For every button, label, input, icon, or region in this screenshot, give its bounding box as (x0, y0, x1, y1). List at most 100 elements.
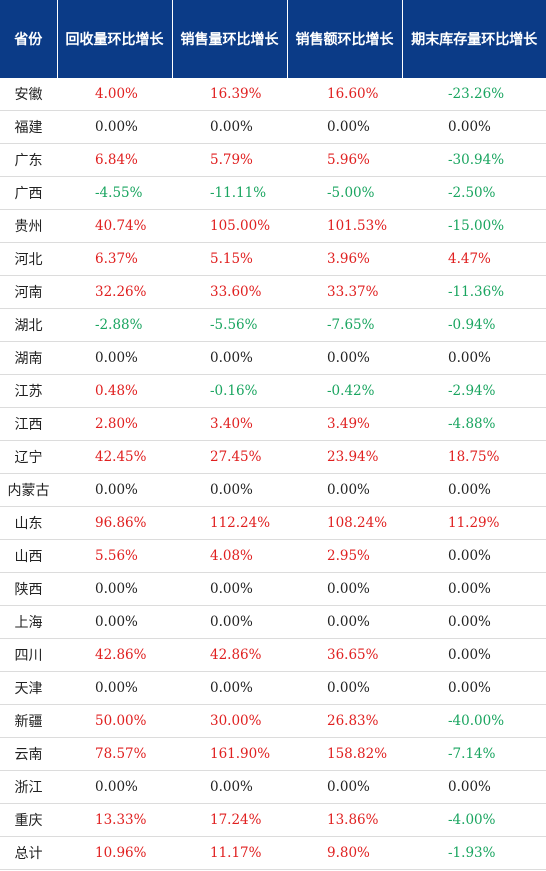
inventory-growth-cell: 0.00% (402, 110, 546, 144)
inventory-growth-cell: 0.00% (402, 539, 546, 573)
sales-amount-growth-cell: 0.00% (287, 341, 402, 375)
sales-amount-growth-cell: 16.60% (287, 78, 402, 111)
sales-amount-growth-cell: 158.82% (287, 737, 402, 771)
inventory-growth-cell: 0.00% (402, 341, 546, 375)
sales-amount-growth-cell: 26.83% (287, 704, 402, 738)
recovery-growth-cell: 42.86% (57, 638, 172, 672)
inventory-growth-cell: -23.26% (402, 78, 546, 111)
recovery-growth-cell: -2.88% (57, 308, 172, 342)
sales-amount-growth-cell: 9.80% (287, 836, 402, 870)
recovery-growth-cell: 2.80% (57, 407, 172, 441)
table-row: 四川 42.86% 42.86% 36.65% 0.00% (0, 638, 546, 672)
sales-amount-growth-cell: 3.49% (287, 407, 402, 441)
recovery-growth-cell: 78.57% (57, 737, 172, 771)
province-cell: 陕西 (0, 572, 57, 606)
header-sales-amount-growth: 销售额环比增长 (287, 0, 403, 78)
province-cell: 河南 (0, 275, 57, 309)
sales-volume-growth-cell: 5.79% (172, 143, 287, 177)
sales-volume-growth-cell: 0.00% (172, 473, 287, 507)
table-row: 安徽 4.00% 16.39% 16.60% -23.26% (0, 78, 546, 111)
sales-volume-growth-cell: 27.45% (172, 440, 287, 474)
sales-amount-growth-cell: 0.00% (287, 572, 402, 606)
recovery-growth-cell: 42.45% (57, 440, 172, 474)
header-inventory-growth: 期末库存量环比增长 (402, 0, 546, 78)
table-row: 云南 78.57% 161.90% 158.82% -7.14% (0, 737, 546, 771)
inventory-growth-cell: 0.00% (402, 770, 546, 804)
sales-amount-growth-cell: 23.94% (287, 440, 402, 474)
sales-volume-growth-cell: 16.39% (172, 78, 287, 111)
sales-volume-growth-cell: 112.24% (172, 506, 287, 540)
sales-amount-growth-cell: 0.00% (287, 671, 402, 705)
recovery-growth-cell: 13.33% (57, 803, 172, 837)
sales-volume-growth-cell: 4.08% (172, 539, 287, 573)
inventory-growth-cell: -1.93% (402, 836, 546, 870)
sales-amount-growth-cell: 33.37% (287, 275, 402, 309)
recovery-growth-cell: 4.00% (57, 78, 172, 111)
province-cell: 江西 (0, 407, 57, 441)
recovery-growth-cell: 32.26% (57, 275, 172, 309)
inventory-growth-cell: -11.36% (402, 275, 546, 309)
sales-volume-growth-cell: 5.15% (172, 242, 287, 276)
sales-volume-growth-cell: 0.00% (172, 572, 287, 606)
inventory-growth-cell: -4.00% (402, 803, 546, 837)
province-cell: 辽宁 (0, 440, 57, 474)
inventory-growth-cell: -7.14% (402, 737, 546, 771)
table-row: 新疆 50.00% 30.00% 26.83% -40.00% (0, 704, 546, 738)
table-row: 广东 6.84% 5.79% 5.96% -30.94% (0, 143, 546, 177)
province-cell: 天津 (0, 671, 57, 705)
recovery-growth-cell: 6.37% (57, 242, 172, 276)
table-row: 山东 96.86% 112.24% 108.24% 11.29% (0, 506, 546, 540)
sales-volume-growth-cell: 0.00% (172, 341, 287, 375)
sales-volume-growth-cell: 0.00% (172, 110, 287, 144)
sales-amount-growth-cell: -7.65% (287, 308, 402, 342)
inventory-growth-cell: -30.94% (402, 143, 546, 177)
table-row: 湖南 0.00% 0.00% 0.00% 0.00% (0, 341, 546, 375)
recovery-growth-cell: 50.00% (57, 704, 172, 738)
table-header: 省份 回收量环比增长 销售量环比增长 销售额环比增长 期末库存量环比增长 (0, 0, 546, 78)
table-row: 福建 0.00% 0.00% 0.00% 0.00% (0, 110, 546, 144)
table-row: 陕西 0.00% 0.00% 0.00% 0.00% (0, 572, 546, 606)
sales-volume-growth-cell: 0.00% (172, 770, 287, 804)
sales-amount-growth-cell: -0.42% (287, 374, 402, 408)
table-row: 山西 5.56% 4.08% 2.95% 0.00% (0, 539, 546, 573)
sales-volume-growth-cell: 30.00% (172, 704, 287, 738)
province-cell: 福建 (0, 110, 57, 144)
recovery-growth-cell: 10.96% (57, 836, 172, 870)
province-cell: 重庆 (0, 803, 57, 837)
sales-amount-growth-cell: 13.86% (287, 803, 402, 837)
table-row: 浙江 0.00% 0.00% 0.00% 0.00% (0, 770, 546, 804)
table-row: 上海 0.00% 0.00% 0.00% 0.00% (0, 605, 546, 639)
sales-amount-growth-cell: 108.24% (287, 506, 402, 540)
province-cell: 湖南 (0, 341, 57, 375)
table-row: 总计 10.96% 11.17% 9.80% -1.93% (0, 836, 546, 870)
inventory-growth-cell: -40.00% (402, 704, 546, 738)
sales-volume-growth-cell: 11.17% (172, 836, 287, 870)
table-row: 河北 6.37% 5.15% 3.96% 4.47% (0, 242, 546, 276)
recovery-growth-cell: 96.86% (57, 506, 172, 540)
province-cell: 云南 (0, 737, 57, 771)
inventory-growth-cell: -15.00% (402, 209, 546, 243)
sales-amount-growth-cell: 5.96% (287, 143, 402, 177)
sales-amount-growth-cell: -5.00% (287, 176, 402, 210)
province-cell: 浙江 (0, 770, 57, 804)
sales-volume-growth-cell: 161.90% (172, 737, 287, 771)
table-row: 贵州 40.74% 105.00% 101.53% -15.00% (0, 209, 546, 243)
inventory-growth-cell: 11.29% (402, 506, 546, 540)
sales-amount-growth-cell: 3.96% (287, 242, 402, 276)
sales-volume-growth-cell: 3.40% (172, 407, 287, 441)
recovery-growth-cell: 0.00% (57, 770, 172, 804)
province-cell: 山西 (0, 539, 57, 573)
table-row: 湖北 -2.88% -5.56% -7.65% -0.94% (0, 308, 546, 342)
sales-volume-growth-cell: -0.16% (172, 374, 287, 408)
sales-amount-growth-cell: 0.00% (287, 605, 402, 639)
header-row: 省份 回收量环比增长 销售量环比增长 销售额环比增长 期末库存量环比增长 (0, 0, 546, 78)
province-cell: 广东 (0, 143, 57, 177)
inventory-growth-cell: 4.47% (402, 242, 546, 276)
table-body: 安徽 4.00% 16.39% 16.60% -23.26% 福建 0.00% 0.00% 0.… (0, 78, 546, 870)
inventory-growth-cell: -0.94% (402, 308, 546, 342)
recovery-growth-cell: 0.48% (57, 374, 172, 408)
province-cell: 湖北 (0, 308, 57, 342)
inventory-growth-cell: 0.00% (402, 605, 546, 639)
province-cell: 河北 (0, 242, 57, 276)
province-cell: 四川 (0, 638, 57, 672)
